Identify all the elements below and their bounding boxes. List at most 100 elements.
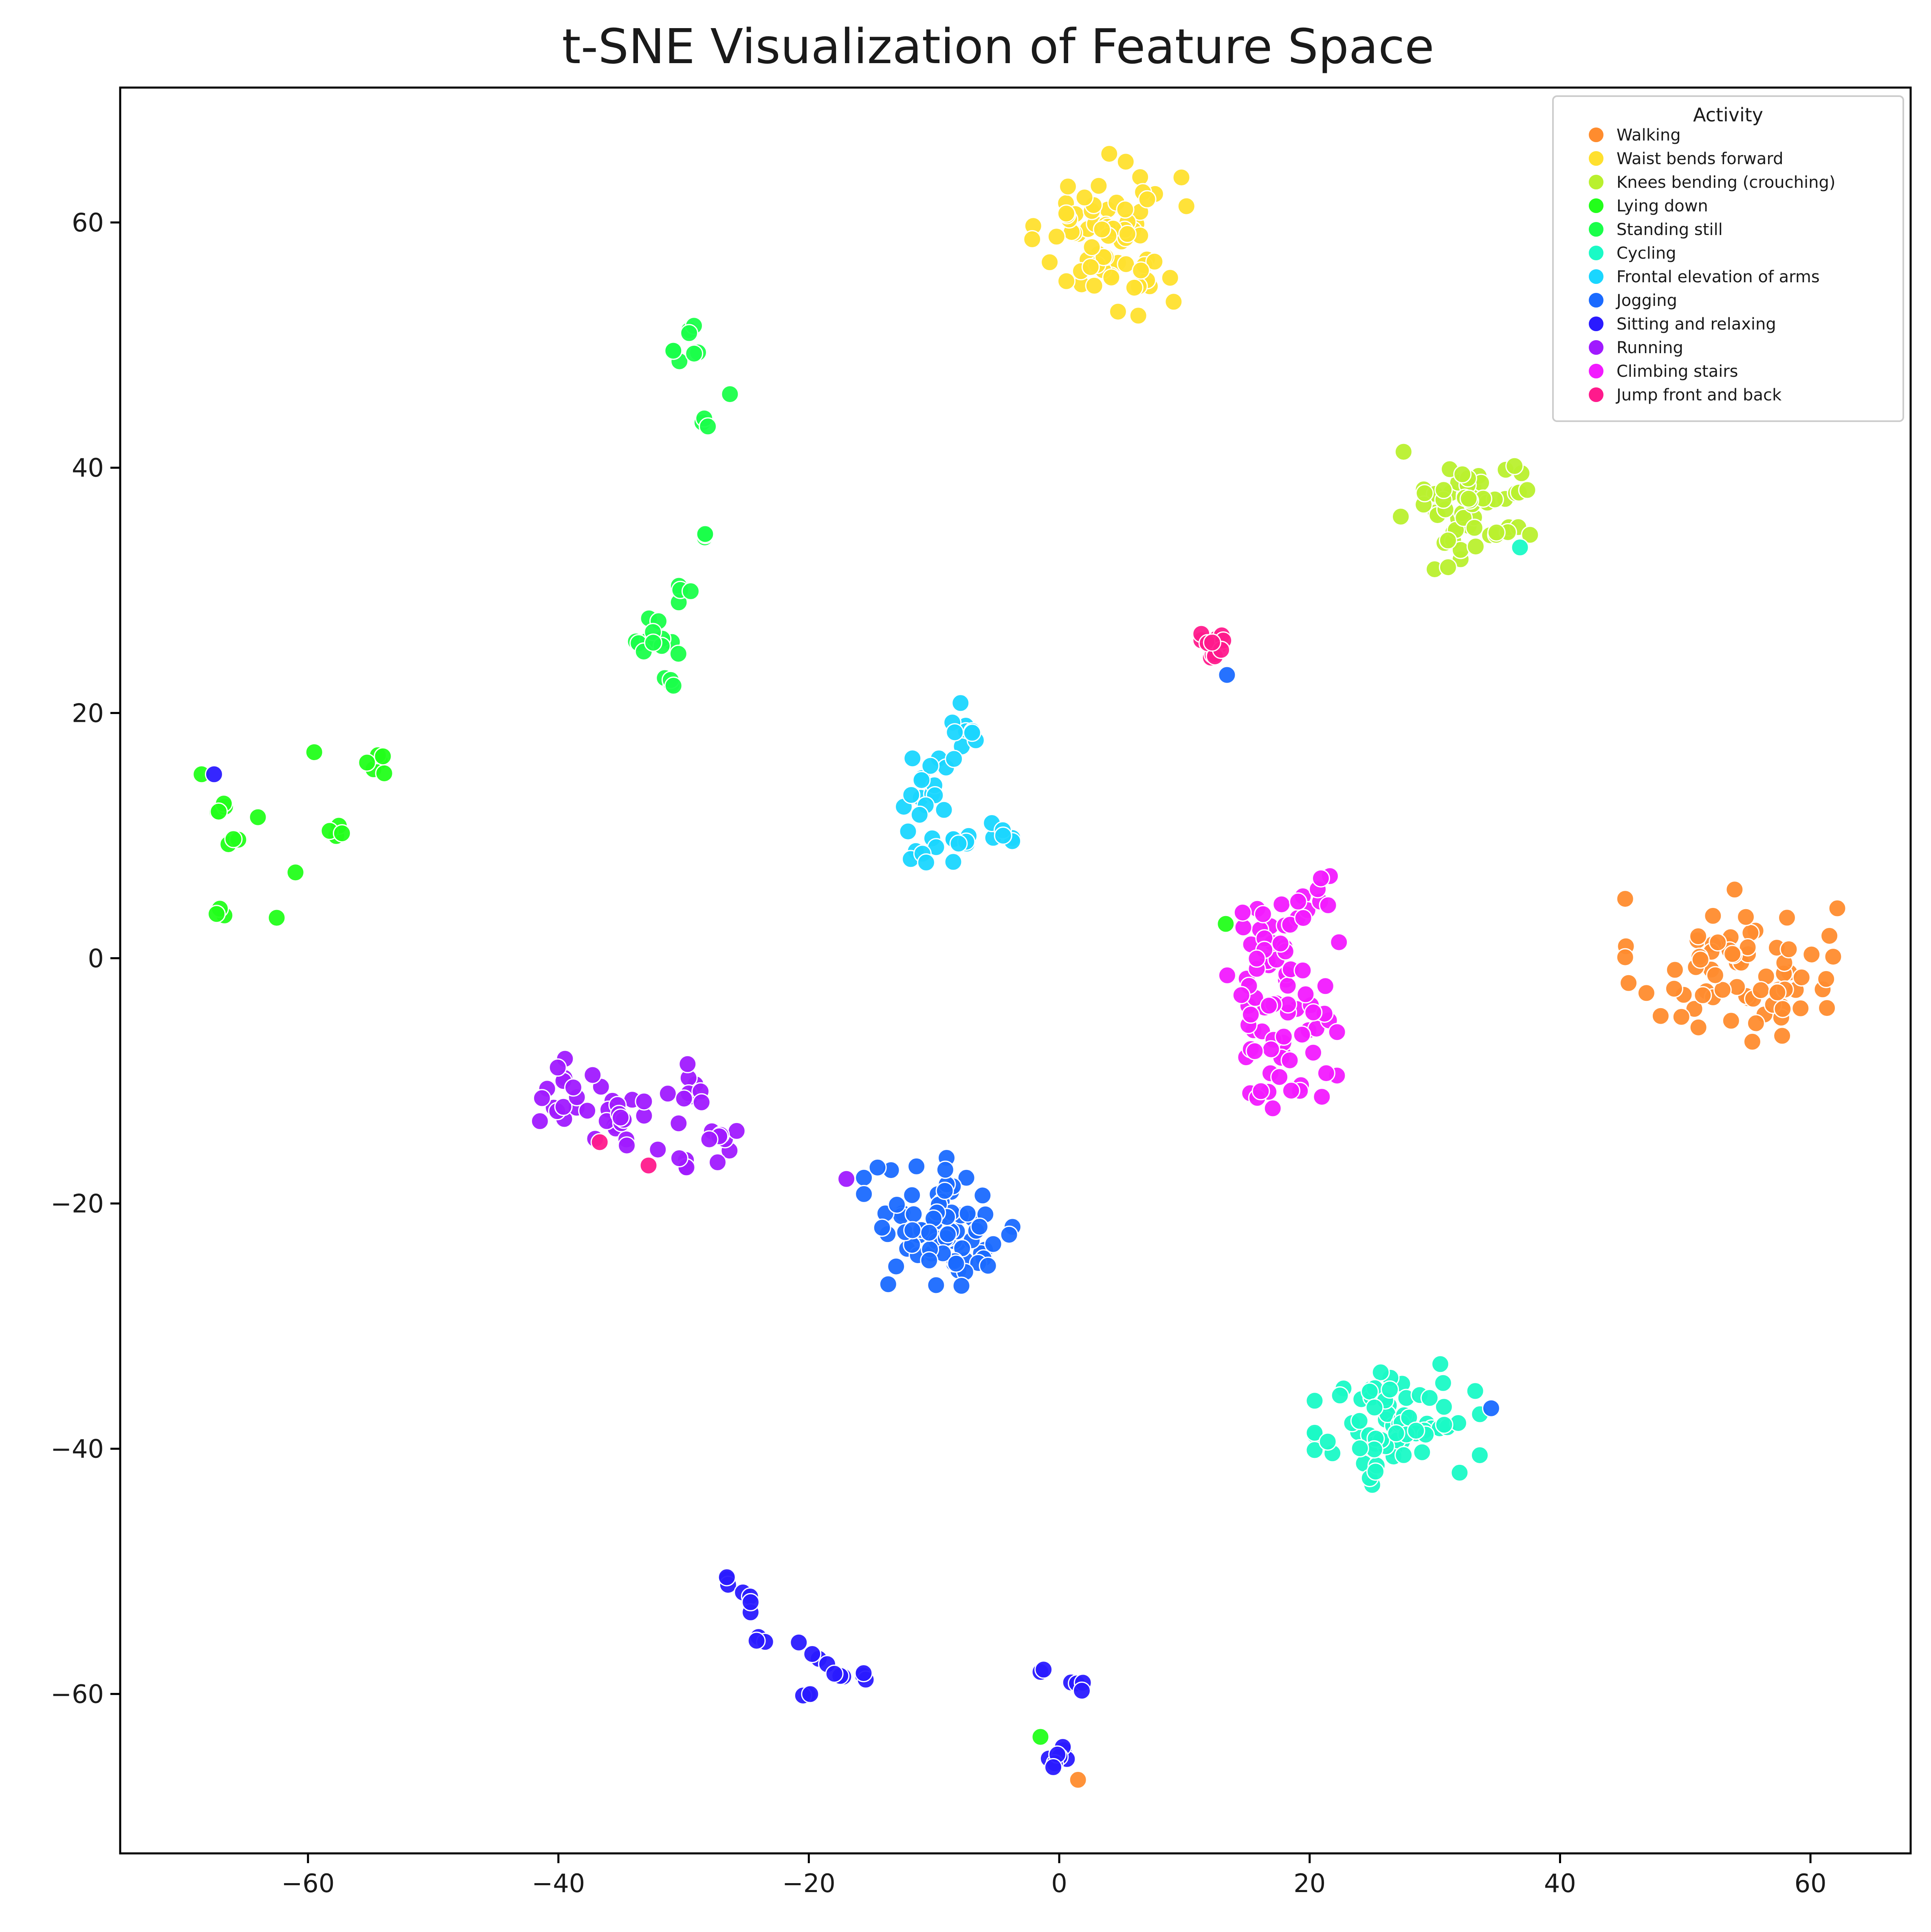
x-tick-label: −20 — [782, 1868, 836, 1898]
data-point — [903, 1186, 922, 1204]
data-point — [1094, 248, 1113, 266]
legend-marker — [1588, 387, 1604, 403]
data-point — [1709, 933, 1727, 952]
data-point — [532, 1089, 551, 1108]
data-point — [1272, 895, 1291, 914]
legend-box — [1552, 95, 1904, 422]
data-point — [583, 1066, 602, 1084]
data-point — [1619, 974, 1638, 992]
data-point — [1138, 190, 1157, 209]
data-point — [649, 1140, 667, 1159]
data-point — [1100, 145, 1119, 163]
x-tick-label: 0 — [1051, 1868, 1067, 1898]
data-point — [205, 765, 223, 784]
series-walking — [1069, 880, 1847, 1789]
y-tick-label: 20 — [72, 698, 104, 728]
data-point — [1824, 947, 1843, 966]
data-point — [1791, 999, 1810, 1018]
data-point — [1262, 1040, 1280, 1059]
data-point — [209, 802, 228, 821]
series-knees-bending-crouching — [1392, 442, 1540, 578]
data-point — [973, 1186, 992, 1205]
data-point — [868, 1158, 887, 1177]
data-point — [1778, 908, 1796, 927]
data-point — [1164, 292, 1183, 311]
data-point — [1316, 977, 1335, 996]
data-point — [1075, 188, 1094, 207]
data-point — [1792, 968, 1811, 987]
data-point — [1278, 976, 1297, 995]
data-point — [1317, 1064, 1335, 1083]
data-point — [1420, 1389, 1439, 1407]
data-point — [741, 1593, 760, 1611]
data-point — [1482, 1399, 1500, 1418]
legend-label: Lying down — [1616, 197, 1708, 215]
data-point — [936, 1161, 955, 1179]
data-point — [1439, 558, 1457, 576]
data-point — [1518, 481, 1537, 499]
x-tick-label: −60 — [282, 1868, 335, 1898]
data-point — [888, 1196, 906, 1214]
data-point — [700, 1130, 719, 1149]
data-point — [1434, 1398, 1453, 1416]
data-point — [994, 826, 1012, 845]
data-point — [958, 1204, 977, 1223]
data-point — [927, 1276, 946, 1295]
data-point — [1689, 927, 1708, 945]
data-point — [1296, 985, 1315, 1004]
data-point — [554, 1097, 573, 1116]
data-point — [945, 750, 963, 768]
data-point — [1616, 948, 1634, 967]
series-frontal-elevation-of-arms — [895, 694, 1022, 872]
y-tick-label: 40 — [72, 453, 104, 483]
data-point — [1270, 1068, 1289, 1086]
data-point — [1435, 1415, 1454, 1434]
data-point — [699, 417, 717, 436]
data-point — [1073, 1681, 1091, 1700]
data-point — [1131, 168, 1150, 187]
data-point — [1453, 465, 1472, 484]
data-point — [1304, 1003, 1323, 1022]
legend-marker — [1588, 221, 1604, 237]
data-point — [920, 1223, 939, 1242]
data-point — [1069, 1770, 1087, 1789]
data-point — [1738, 938, 1757, 956]
data-point — [947, 1254, 966, 1273]
data-point — [1318, 1432, 1337, 1451]
data-point — [903, 749, 922, 768]
data-point — [375, 764, 394, 782]
data-point — [1704, 906, 1722, 925]
data-point — [1304, 1043, 1322, 1062]
data-point — [564, 1078, 583, 1097]
data-point — [1743, 1032, 1762, 1051]
data-point — [902, 786, 921, 804]
data-point — [1511, 538, 1529, 557]
data-point — [1263, 1099, 1282, 1118]
legend-label: Cycling — [1616, 244, 1676, 263]
data-point — [1470, 1446, 1489, 1464]
data-point — [1044, 1758, 1062, 1776]
x-axis: −60 −40 −20 0 20 40 60 — [282, 1853, 1827, 1898]
data-point — [1294, 909, 1313, 928]
legend-marker — [1588, 127, 1604, 143]
data-point — [790, 1633, 808, 1652]
data-point — [946, 723, 964, 742]
data-point — [1817, 969, 1836, 988]
data-point — [1689, 1018, 1708, 1037]
data-point — [899, 822, 917, 841]
data-point — [1085, 276, 1104, 295]
data-point — [1672, 1007, 1691, 1026]
data-point — [1034, 1660, 1053, 1679]
data-point — [1722, 1011, 1740, 1030]
data-point — [530, 1112, 549, 1130]
legend-marker — [1588, 174, 1604, 190]
legend-label: Knees bending (crouching) — [1616, 173, 1835, 192]
data-point — [1466, 537, 1485, 556]
data-point — [1779, 940, 1798, 958]
data-point — [957, 1168, 976, 1187]
data-point — [903, 1221, 922, 1240]
legend-marker — [1588, 339, 1604, 356]
data-point — [1394, 1446, 1413, 1464]
data-point — [984, 1235, 1003, 1253]
legend-marker — [1588, 292, 1604, 308]
